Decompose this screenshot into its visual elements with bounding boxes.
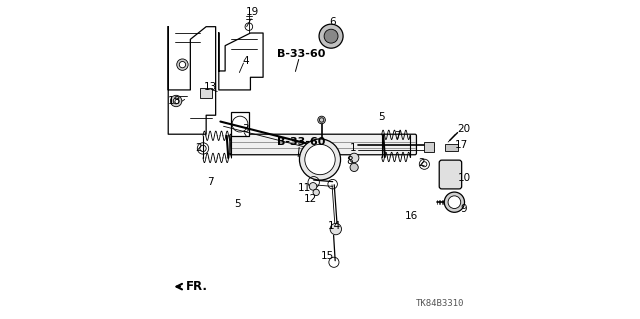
Text: B-33-60: B-33-60 — [277, 137, 326, 147]
Circle shape — [300, 139, 340, 180]
Circle shape — [177, 59, 188, 70]
Text: 16: 16 — [405, 211, 419, 221]
Text: 9: 9 — [461, 204, 467, 213]
Circle shape — [330, 223, 342, 235]
Text: 5: 5 — [234, 199, 241, 209]
Circle shape — [444, 192, 465, 212]
Text: 18: 18 — [168, 96, 181, 106]
Circle shape — [324, 29, 338, 43]
Bar — [445, 144, 458, 151]
Bar — [424, 142, 434, 152]
Bar — [232, 112, 249, 136]
Text: 2: 2 — [418, 158, 424, 168]
Text: 7: 7 — [394, 131, 401, 141]
Text: 3: 3 — [243, 124, 249, 135]
Text: 4: 4 — [243, 56, 249, 66]
Text: 10: 10 — [458, 174, 470, 183]
Circle shape — [349, 153, 359, 163]
Text: 8: 8 — [347, 156, 353, 166]
Text: 2: 2 — [195, 144, 202, 153]
Circle shape — [318, 116, 325, 124]
Circle shape — [305, 144, 335, 175]
Text: 5: 5 — [378, 112, 385, 122]
FancyBboxPatch shape — [230, 134, 417, 155]
Text: 15: 15 — [321, 251, 335, 261]
Text: TK84B3310: TK84B3310 — [416, 299, 465, 308]
Circle shape — [313, 189, 319, 196]
Text: 20: 20 — [458, 124, 470, 135]
Circle shape — [173, 98, 179, 104]
Text: 13: 13 — [204, 82, 218, 92]
Text: 7: 7 — [207, 177, 214, 187]
Text: 19: 19 — [245, 7, 259, 18]
Text: 6: 6 — [330, 17, 336, 27]
Text: 1: 1 — [350, 144, 356, 153]
Circle shape — [309, 182, 317, 190]
Text: B-33-60: B-33-60 — [277, 48, 326, 59]
Text: 17: 17 — [455, 140, 468, 150]
Circle shape — [319, 24, 343, 48]
FancyBboxPatch shape — [439, 160, 461, 189]
Text: 11: 11 — [298, 183, 311, 193]
Circle shape — [350, 163, 358, 172]
Text: FR.: FR. — [177, 280, 207, 293]
Text: 14: 14 — [328, 221, 341, 231]
Circle shape — [448, 196, 461, 209]
Text: 12: 12 — [304, 194, 317, 204]
Circle shape — [170, 95, 182, 107]
Bar — [200, 88, 212, 98]
Circle shape — [179, 62, 186, 68]
